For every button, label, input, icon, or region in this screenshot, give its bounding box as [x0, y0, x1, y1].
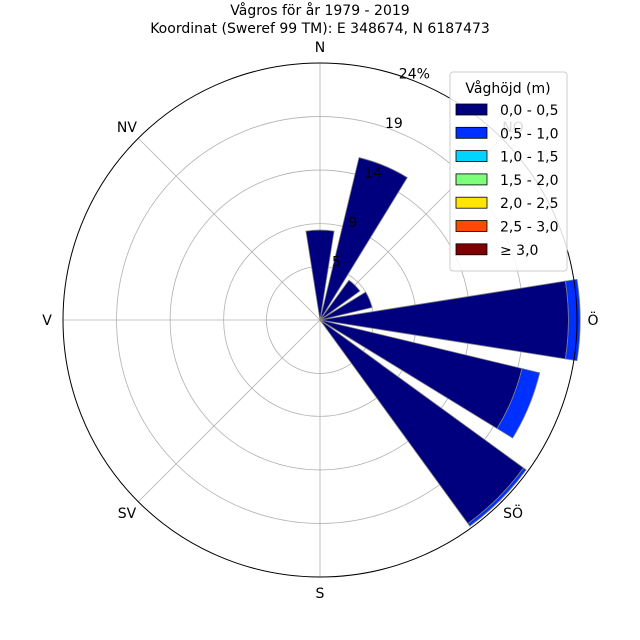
bar-dir45-bin0	[319, 279, 361, 321]
legend-swatch	[455, 150, 488, 163]
legend-swatch	[455, 103, 488, 116]
bars	[305, 157, 581, 527]
legend-entry-label: 1,0 - 1,5	[500, 150, 558, 166]
radial-tick-labels: 5 9 14 19 24%	[332, 67, 430, 271]
legend-swatch	[455, 243, 488, 256]
legend-title: Våghöjd (m)	[465, 80, 550, 97]
legend-entry-label: 0,5 - 1,0	[500, 126, 558, 142]
radial-tick-label: 19	[385, 116, 403, 132]
chart-title: Vågros för år 1979 - 2019	[230, 2, 409, 19]
bar-dir112.5-bin1	[496, 368, 541, 439]
grid-spoke-225	[137, 319, 321, 503]
bar-dir67.5-bin0	[319, 291, 373, 321]
polar-frame	[62, 62, 578, 578]
direction-label: SV	[118, 506, 137, 522]
direction-label: NV	[117, 120, 137, 136]
bar-dir22.5-bin0	[319, 157, 408, 321]
legend-swatch	[455, 126, 488, 139]
grid-spoke-315	[137, 137, 321, 321]
chart-subtitle: Koordinat (Sweref 99 TM): E 348674, N 61…	[150, 21, 490, 37]
legend-swatch	[455, 173, 488, 186]
direction-label: V	[42, 313, 52, 329]
legend-entry-label: 1,5 - 2,0	[500, 173, 558, 189]
legend-entry-label: 2,5 - 3,0	[500, 220, 558, 236]
direction-label: S	[316, 586, 325, 602]
bar-dir0-bin0	[305, 229, 335, 321]
legend: Våghöjd (m) 0,0 - 0,5 0,5 - 1,0 1,0 - 1,5 1…	[449, 71, 568, 272]
direction-label: Ö	[587, 311, 598, 329]
legend-box	[449, 71, 568, 272]
legend-entry-label: 0,0 - 0,5	[500, 103, 558, 119]
radial-tick-label: 14	[364, 165, 382, 181]
direction-label: N	[315, 40, 325, 56]
radial-tick-label: 9	[348, 215, 357, 231]
legend-swatch	[455, 196, 488, 209]
radial-tick-label: 24%	[399, 67, 430, 83]
direction-label: SÖ	[503, 504, 523, 522]
legend-entries: 0,0 - 0,5 0,5 - 1,0 1,0 - 1,5 1,5 - 2,0 2,0 …	[455, 103, 558, 259]
legend-entry-label: 2,0 - 2,5	[500, 196, 558, 212]
radial-tick-label: 5	[332, 255, 341, 271]
legend-entry-label: ≥ 3,0	[500, 243, 538, 259]
legend-swatch	[455, 220, 488, 232]
bar-dir135-bin1	[467, 467, 527, 527]
